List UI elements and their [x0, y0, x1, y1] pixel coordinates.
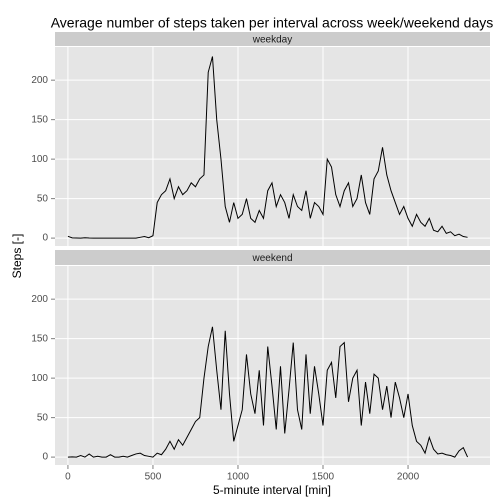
x-tick-label: 1500 — [312, 472, 335, 483]
y-tick-label: 200 — [31, 75, 48, 86]
strip-label: weekend — [251, 253, 292, 264]
y-tick-label: 150 — [31, 333, 48, 344]
y-tick-label: 0 — [42, 233, 48, 244]
series-line — [67, 326, 469, 458]
y-tick-label: 150 — [31, 114, 48, 125]
strip-label: weekday — [252, 35, 292, 46]
panel-background — [55, 266, 490, 465]
series-line — [67, 56, 468, 239]
panel-background — [55, 47, 490, 246]
strip — [55, 250, 490, 265]
x-tick-label: 1000 — [227, 472, 250, 483]
x-tick-label: 500 — [145, 472, 162, 483]
x-axis-label: 5-minute interval [min] — [213, 483, 331, 497]
y-tick-label: 200 — [31, 294, 48, 305]
strip — [55, 32, 490, 46]
y-axis-label: Steps [-] — [10, 234, 24, 279]
y-tick-label: 0 — [42, 452, 48, 463]
chart-title: Average number of steps taken per interv… — [51, 15, 494, 31]
x-tick-label: 2000 — [397, 472, 420, 483]
y-tick-label: 50 — [37, 193, 49, 204]
y-tick-label: 100 — [31, 154, 48, 165]
y-tick-label: 100 — [31, 373, 48, 384]
y-tick-label: 50 — [37, 412, 49, 423]
x-tick-label: 0 — [65, 472, 71, 483]
